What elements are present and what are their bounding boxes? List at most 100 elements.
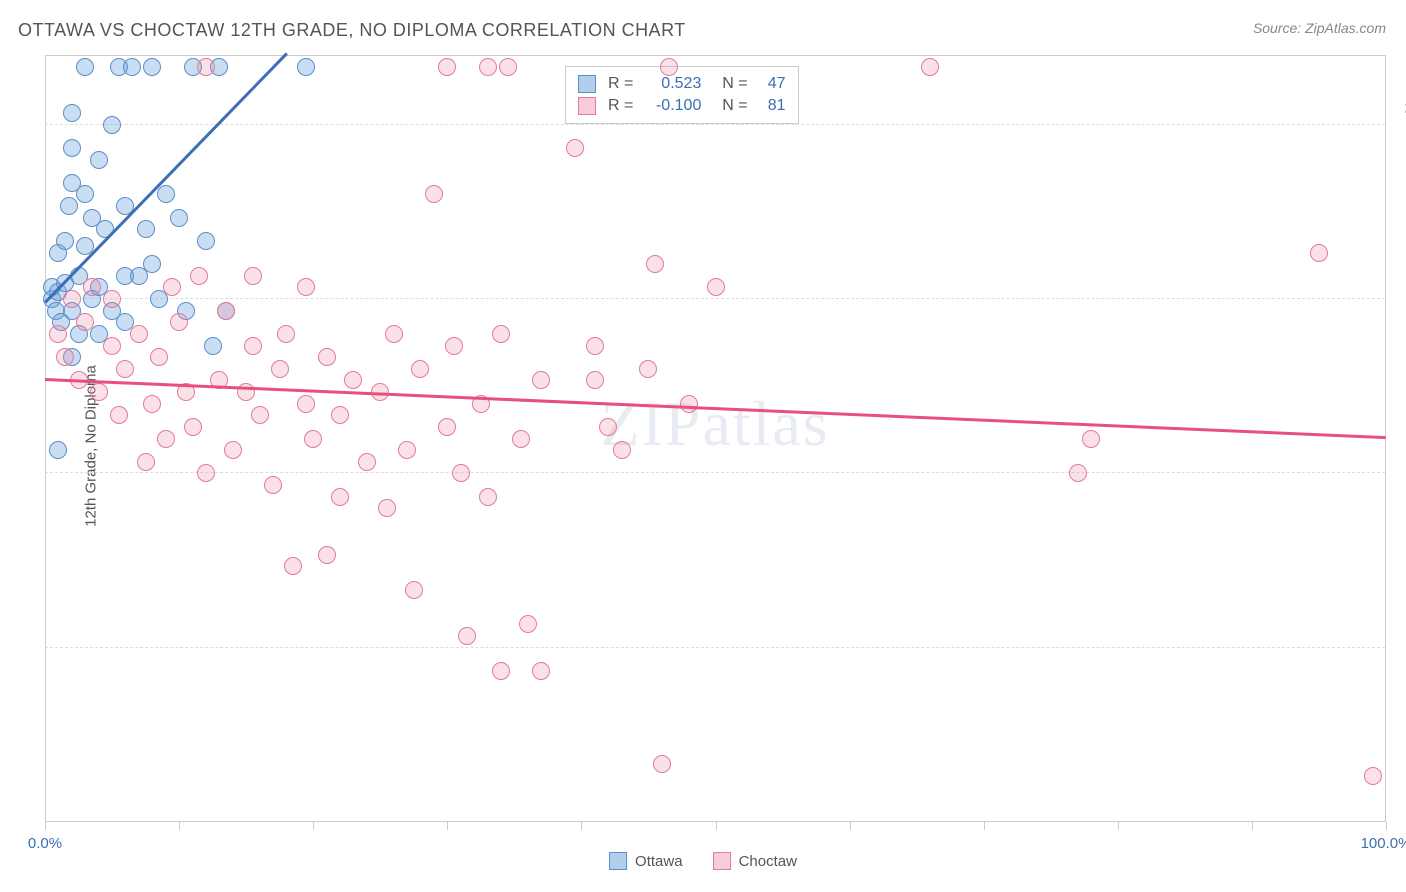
choctaw-marker (318, 546, 336, 564)
choctaw-marker (378, 499, 396, 517)
ottawa-n-value: 47 (756, 75, 786, 93)
legend-item-ottawa: Ottawa (609, 852, 683, 870)
y-axis-line (45, 56, 46, 822)
choctaw-marker (707, 278, 725, 296)
choctaw-marker (304, 430, 322, 448)
x-tick (447, 822, 448, 830)
choctaw-marker (566, 139, 584, 157)
choctaw-marker (157, 430, 175, 448)
choctaw-marker (284, 557, 302, 575)
n-label: N = (713, 97, 747, 115)
y-tick-label: 85.0% (1395, 448, 1406, 465)
ottawa-marker (49, 441, 67, 459)
legend-item-choctaw: Choctaw (713, 852, 797, 870)
choctaw-marker (90, 383, 108, 401)
ottawa-swatch-icon (609, 852, 627, 870)
choctaw-marker (1364, 767, 1382, 785)
ottawa-marker (96, 220, 114, 238)
ottawa-marker (60, 197, 78, 215)
grid-line (45, 472, 1385, 473)
choctaw-marker (532, 662, 550, 680)
choctaw-marker (190, 267, 208, 285)
x-tick (45, 822, 46, 830)
watermark: ZIPatlas (600, 387, 829, 461)
choctaw-marker (197, 58, 215, 76)
x-tick (1252, 822, 1253, 830)
choctaw-marker (653, 755, 671, 773)
choctaw-marker (639, 360, 657, 378)
choctaw-marker (224, 441, 242, 459)
choctaw-marker (385, 325, 403, 343)
grid-line (45, 298, 1385, 299)
choctaw-marker (532, 371, 550, 389)
stats-legend: R = 0.523 N = 47 R = -0.100 N = 81 (565, 66, 799, 124)
choctaw-marker (163, 278, 181, 296)
chart-title: OTTAWA VS CHOCTAW 12TH GRADE, NO DIPLOMA… (18, 20, 686, 41)
choctaw-marker (1310, 244, 1328, 262)
choctaw-marker (452, 464, 470, 482)
choctaw-marker (512, 430, 530, 448)
choctaw-marker (492, 662, 510, 680)
x-tick-label: 100.0% (1361, 835, 1406, 852)
ottawa-trend-line (44, 53, 287, 303)
stats-row-ottawa: R = 0.523 N = 47 (578, 73, 786, 95)
choctaw-marker (646, 255, 664, 273)
ottawa-marker (157, 185, 175, 203)
r-label: R = (608, 97, 633, 115)
choctaw-marker (63, 290, 81, 308)
choctaw-marker (217, 302, 235, 320)
ottawa-marker (143, 255, 161, 273)
choctaw-marker (613, 441, 631, 459)
choctaw-marker (83, 278, 101, 296)
choctaw-marker (49, 325, 67, 343)
choctaw-marker (438, 418, 456, 436)
x-tick (716, 822, 717, 830)
ottawa-swatch-icon (578, 75, 596, 93)
choctaw-marker (1069, 464, 1087, 482)
choctaw-marker (425, 185, 443, 203)
ottawa-marker (63, 104, 81, 122)
legend-label: Choctaw (739, 853, 797, 870)
x-tick (179, 822, 180, 830)
choctaw-marker (331, 406, 349, 424)
choctaw-marker (586, 337, 604, 355)
choctaw-marker (411, 360, 429, 378)
ottawa-r-value: 0.523 (641, 75, 701, 93)
choctaw-marker (358, 453, 376, 471)
choctaw-marker (137, 453, 155, 471)
ottawa-marker (63, 139, 81, 157)
x-tick-label: 0.0% (28, 835, 62, 852)
y-tick-label: 92.5% (1395, 274, 1406, 291)
choctaw-marker (344, 371, 362, 389)
choctaw-swatch-icon (578, 97, 596, 115)
choctaw-marker (680, 395, 698, 413)
choctaw-marker (264, 476, 282, 494)
choctaw-marker (103, 337, 121, 355)
choctaw-marker (184, 418, 202, 436)
x-tick (1118, 822, 1119, 830)
plot-area: ZIPatlas R = 0.523 N = 47 R = -0.100 N =… (45, 55, 1386, 822)
choctaw-marker (116, 360, 134, 378)
ottawa-marker (297, 58, 315, 76)
stats-row-choctaw: R = -0.100 N = 81 (578, 95, 786, 117)
choctaw-marker (398, 441, 416, 459)
ottawa-marker (116, 267, 134, 285)
x-tick (984, 822, 985, 830)
grid-line (45, 124, 1385, 125)
x-tick (581, 822, 582, 830)
choctaw-marker (1082, 430, 1100, 448)
choctaw-marker (76, 313, 94, 331)
choctaw-r-value: -0.100 (641, 97, 701, 115)
choctaw-marker (197, 464, 215, 482)
choctaw-marker (318, 348, 336, 366)
ottawa-marker (143, 58, 161, 76)
choctaw-marker (479, 58, 497, 76)
choctaw-marker (56, 348, 74, 366)
choctaw-marker (143, 395, 161, 413)
choctaw-marker (405, 581, 423, 599)
ottawa-marker (197, 232, 215, 250)
choctaw-marker (599, 418, 617, 436)
choctaw-marker (277, 325, 295, 343)
ottawa-marker (123, 58, 141, 76)
chart-container: OTTAWA VS CHOCTAW 12TH GRADE, NO DIPLOMA… (0, 0, 1406, 892)
